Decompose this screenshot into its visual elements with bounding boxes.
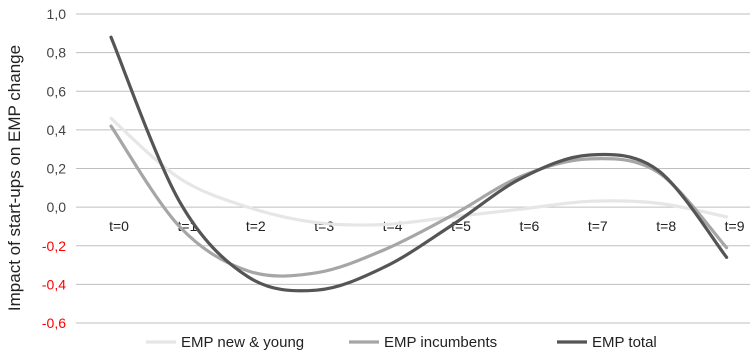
series-line-emp-incumbents <box>109 124 729 278</box>
x-tick-label: t=9 <box>725 218 745 234</box>
y-axis-label: Impact of start-ups on EMP change <box>5 45 24 311</box>
legend: EMP new & young EMP incumbents EMP total <box>146 334 657 351</box>
legend-label: EMP total <box>592 334 657 351</box>
x-tick-label: t=0 <box>109 218 129 234</box>
x-axis-ticks: t=0 t=1 t=2 t=3 t=4 t=5 t=6 t=7 t=8 t=9 <box>109 218 745 234</box>
x-tick-label: t=4 <box>383 218 403 234</box>
x-tick-label: t=8 <box>656 218 676 234</box>
legend-label: EMP incumbents <box>384 334 497 351</box>
gridlines <box>76 13 750 324</box>
y-tick-label: -0,4 <box>42 276 66 292</box>
x-tick-label: t=2 <box>246 218 266 234</box>
series-lines <box>109 35 729 293</box>
series-line-emp-total <box>109 35 729 293</box>
y-tick-label: 1,0 <box>47 6 67 22</box>
y-tick-label: 0,0 <box>47 199 67 215</box>
x-tick-label: t=7 <box>588 218 608 234</box>
y-tick-label: 0,2 <box>47 161 67 177</box>
y-tick-label: 0,4 <box>47 122 67 138</box>
x-tick-label: t=3 <box>314 218 334 234</box>
y-axis-ticks: 1,0 0,8 0,6 0,4 0,2 0,0 -0,2 -0,4 -0,6 <box>42 6 66 331</box>
y-tick-label: 0,8 <box>47 45 67 61</box>
legend-label: EMP new & young <box>181 334 304 351</box>
series-line-emp-new-young <box>109 116 729 227</box>
y-tick-label: 0,6 <box>47 83 67 99</box>
y-tick-label: -0,6 <box>42 315 66 331</box>
y-tick-label: -0,2 <box>42 238 66 254</box>
x-tick-label: t=6 <box>519 218 539 234</box>
